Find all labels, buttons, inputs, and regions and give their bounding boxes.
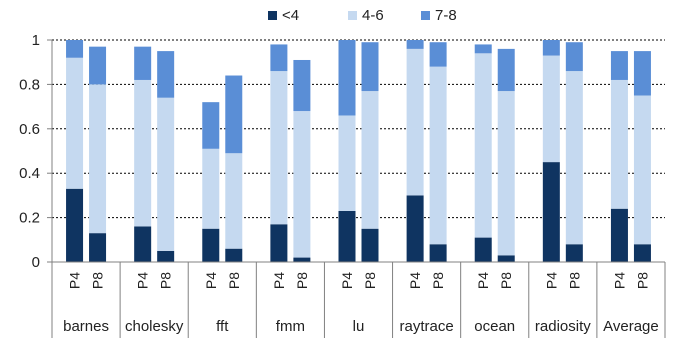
group-label: Average [603,318,659,335]
bar-label: P4 [407,272,423,289]
bar-segment [633,51,651,96]
bar-segment [497,91,515,256]
bar-segment [225,153,243,249]
legend-label: <4 [282,7,299,24]
bar-segment [610,51,628,80]
bar-segment [429,42,447,67]
y-tick-label: 1 [32,32,40,49]
legend-swatch [421,11,430,20]
bar-segment [474,53,492,238]
bar-segment [293,257,311,262]
bar-segment [157,250,175,262]
bar-segment [474,44,492,54]
bar-segment [89,233,107,262]
group-label: cholesky [125,318,184,335]
bar-label: P8 [498,272,514,289]
bar-segment [610,79,628,209]
bar-segment [134,79,152,227]
bar-segment [429,244,447,262]
bar-segment [338,40,356,116]
bar-segment [89,84,107,234]
bar-segment [542,40,560,56]
bar-segment [157,51,175,98]
y-tick-label: 0.8 [19,76,40,93]
bar-segment [66,188,84,262]
bar-segment [565,244,583,262]
bar-label: P4 [135,272,151,289]
y-tick-label: 0.4 [19,165,40,182]
bar-segment [406,40,424,49]
bar-segment [338,115,356,211]
bar-segment [225,75,243,154]
bar-segment [361,42,379,92]
bar-segment [633,95,651,245]
legend-label: 7-8 [435,7,457,24]
bar-segment [361,91,379,229]
bar-segment [134,46,152,80]
bar-segment [202,102,220,149]
axes: 0 0.2 0.4 0.6 0.8 1 P4 P8 barnes P4 P8 cholesky P4 P8… [19,32,666,338]
bar-segment [497,255,515,262]
bar-segment [338,210,356,262]
bar-label: P4 [203,272,219,289]
group-label: radiosity [535,318,591,335]
bar-label: P8 [158,272,174,289]
bar-segment [157,97,175,251]
bar-segment [429,66,447,245]
bar-segment [406,195,424,262]
legend-label: 4-6 [362,7,384,24]
bar-label: P4 [67,272,83,289]
bar-label: P8 [362,272,378,289]
bar-label: P8 [430,272,446,289]
group-label: barnes [63,318,109,335]
bar-label: P8 [634,272,650,289]
bars [66,40,651,262]
bar-segment [610,208,628,262]
bar-segment [89,46,107,85]
bar-segment [542,55,560,163]
group-label: lu [353,318,365,335]
bar-segment [406,48,424,196]
bar-segment [361,228,379,262]
bar-label: P8 [90,272,106,289]
bar-segment [202,228,220,262]
bar-segment [225,248,243,262]
bar-segment [565,71,583,245]
group-label: fft [216,318,229,335]
legend-swatch [268,11,277,20]
bar-label: P4 [475,272,491,289]
bar-label: P4 [271,272,287,289]
bar-label: P8 [294,272,310,289]
bar-segment [293,111,311,258]
bar-segment [633,244,651,262]
y-tick-label: 0.2 [19,210,40,227]
bar-segment [66,57,84,189]
bar-segment [202,148,220,229]
legend-swatch [348,11,357,20]
group-label: raytrace [400,318,454,335]
group-label: ocean [474,318,515,335]
legend: <4 4-6 7-8 [268,7,457,24]
bar-label: P8 [566,272,582,289]
y-tick-label: 0 [32,254,40,271]
y-tick-label: 0.6 [19,121,40,138]
bar-segment [542,162,560,262]
bar-segment [270,44,288,72]
bar-segment [134,226,152,262]
group-label: fmm [276,318,305,335]
bar-segment [66,40,84,58]
bar-label: P4 [611,272,627,289]
bar-segment [293,59,311,112]
bar-label: P4 [543,272,559,289]
bar-segment [474,237,492,262]
bar-label: P4 [339,272,355,289]
bar-segment [270,224,288,262]
bar-segment [565,42,583,72]
bar-segment [270,71,288,225]
bar-segment [497,48,515,92]
bar-label: P8 [226,272,242,289]
